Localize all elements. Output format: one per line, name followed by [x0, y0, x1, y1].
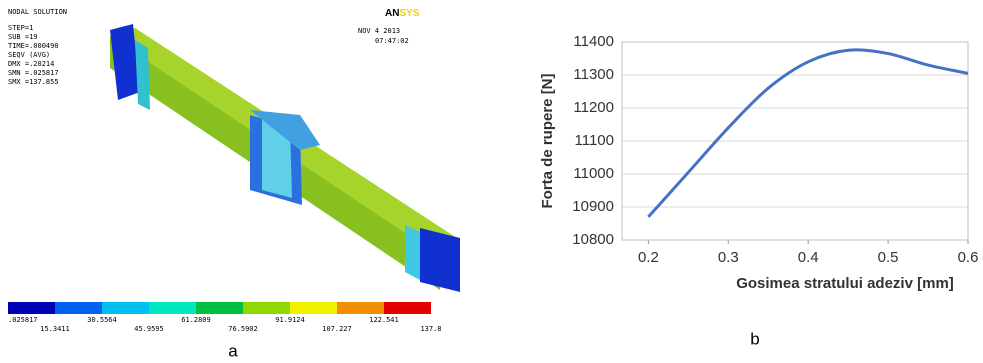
legend-label: 137.8: [420, 325, 441, 333]
info-line: NODAL SOLUTION: [8, 8, 67, 16]
color-band: [8, 302, 55, 314]
line-chart: 10800 10900 11000 11100 11200 11300 11400 0.2 0.…: [539, 33, 978, 292]
x-axis-label: Gosimea stratului adeziv [mm]: [736, 275, 954, 292]
info-line: SMN =.025817: [8, 69, 59, 77]
info-line: STEP=1: [8, 24, 33, 32]
x-tick-label: 0.3: [718, 249, 739, 266]
y-tick-label: 10800: [572, 231, 614, 248]
color-band: [384, 302, 431, 314]
y-tick-label: 11100: [575, 132, 615, 149]
stress-zone: [135, 40, 150, 110]
end-block: [420, 228, 460, 292]
y-tick-label: 10900: [572, 198, 614, 215]
caption: b: [750, 329, 759, 348]
legend-label: 122.541: [369, 316, 399, 324]
fea-model: [110, 24, 460, 292]
logo-part: AN: [385, 8, 399, 19]
color-band: [337, 302, 384, 314]
legend-label: 76.5902: [228, 325, 258, 333]
legend-label: 45.9595: [134, 325, 164, 333]
legend-label: 61.2809: [181, 316, 211, 324]
y-tick-label: 11300: [573, 66, 614, 83]
x-tick-label: 0.4: [798, 249, 819, 266]
legend-label: 107.227: [322, 325, 352, 333]
page: NODAL SOLUTIONSTEP=1SUB =19TIME=.000490S…: [0, 0, 983, 363]
x-tick-label: 0.5: [878, 249, 899, 266]
time: 07:47:02: [375, 37, 409, 45]
info-line: SEQV (AVG): [8, 51, 50, 59]
color-band: [290, 302, 337, 314]
y-tick-label: 11400: [573, 33, 614, 50]
info-line: SMX =137.855: [8, 78, 59, 86]
date: NOV 4 2013: [358, 27, 400, 35]
legend-label: .025817: [8, 316, 38, 324]
info-line: SUB =19: [8, 33, 38, 41]
y-tick-label: 11200: [573, 99, 614, 116]
color-band: [243, 302, 290, 314]
x-tick-label: 0.2: [638, 249, 659, 266]
caption: a: [228, 341, 238, 360]
y-tick-label: 11000: [573, 165, 614, 182]
figure: NODAL SOLUTIONSTEP=1SUB =19TIME=.000490S…: [0, 0, 983, 363]
legend-label: 30.5564: [87, 316, 117, 324]
info-line: TIME=.000490: [8, 42, 59, 50]
info-line: DMX =.20214: [8, 60, 54, 68]
color-band: [102, 302, 149, 314]
color-band: [55, 302, 102, 314]
legend-label: 15.3411: [40, 325, 70, 333]
y-axis-label: Forta de rupere [N]: [539, 73, 556, 208]
color-band: [149, 302, 196, 314]
legend-label: 91.9124: [275, 316, 305, 324]
color-band: [196, 302, 243, 314]
logo-part: SYS: [399, 8, 419, 19]
stress-zone: [405, 225, 420, 280]
logo: ANSYS: [385, 8, 420, 19]
color-bar: [8, 302, 431, 314]
x-tick-label: 0.6: [958, 249, 979, 266]
